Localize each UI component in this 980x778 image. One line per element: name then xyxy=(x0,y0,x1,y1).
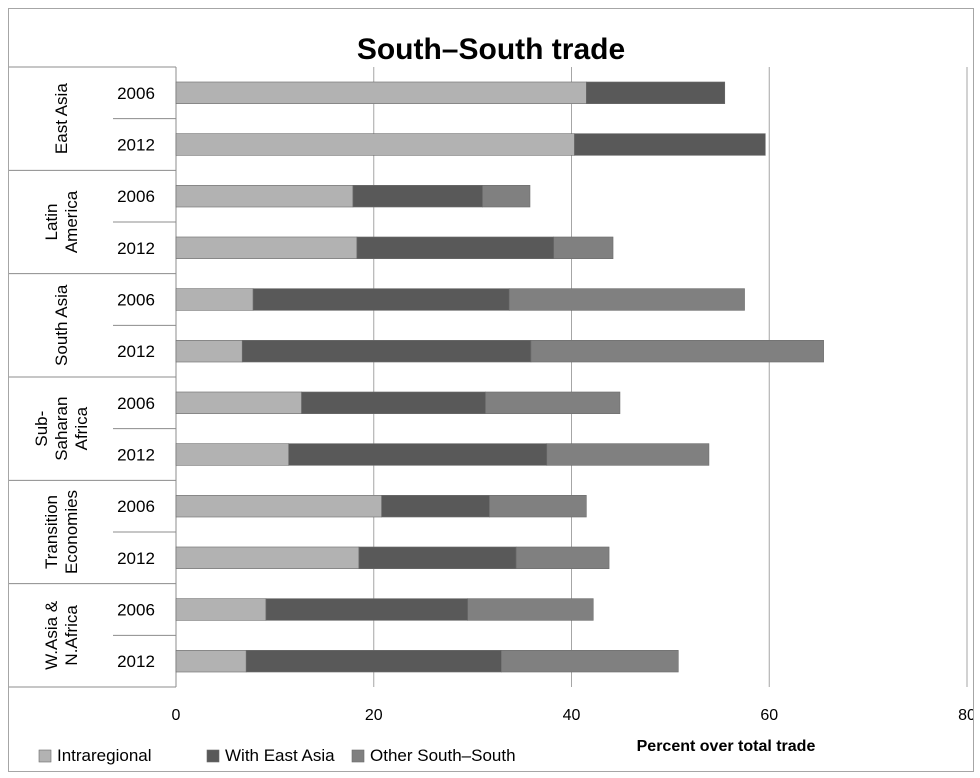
bar-segment-intraregional xyxy=(175,495,382,518)
x-tick-label: 20 xyxy=(365,707,383,724)
bar-segment-intraregional xyxy=(175,340,243,363)
group-label: East Asia xyxy=(52,83,71,154)
year-label: 2006 xyxy=(117,394,155,413)
group-label-line: South Asia xyxy=(52,284,71,366)
bar-segment-with-east-asia xyxy=(301,391,486,414)
axes xyxy=(9,66,177,688)
bar-segment-with-east-asia xyxy=(245,650,502,673)
bar-segment-other-south-south xyxy=(485,391,621,414)
legend: Intraregional With East Asia Other South–S… xyxy=(38,746,516,765)
group-label-line: N.Africa xyxy=(62,605,81,666)
legend-swatch xyxy=(38,749,52,763)
bar-segment-with-east-asia xyxy=(265,598,468,621)
bar-segment-intraregional xyxy=(175,236,358,259)
gridlines xyxy=(373,67,968,687)
bars xyxy=(175,81,824,673)
bar-segment-intraregional xyxy=(175,391,302,414)
year-label: 2006 xyxy=(117,601,155,620)
category-labels: 2006 2012 2006 2012 2006 2012 2006 2012 2006 2012… xyxy=(32,83,155,671)
bar-segment-intraregional xyxy=(175,598,267,621)
bar-segment-with-east-asia xyxy=(381,495,490,518)
legend-label: Intraregional xyxy=(57,746,152,765)
group-label: Sub-SaharanAfrica xyxy=(32,397,91,461)
legend-label: Other South–South xyxy=(370,746,516,765)
bar-segment-other-south-south xyxy=(482,185,531,208)
year-label: 2012 xyxy=(117,652,155,671)
bar-segment-intraregional xyxy=(175,443,290,466)
group-label-line: Saharan xyxy=(52,397,71,461)
chart-title: South–South trade xyxy=(357,33,625,66)
group-label: W.Asia &N.Africa xyxy=(42,600,81,670)
group-label-line: East Asia xyxy=(52,83,71,154)
bar-segment-other-south-south xyxy=(508,288,745,311)
bar-segment-other-south-south xyxy=(500,650,679,673)
legend-label: With East Asia xyxy=(225,746,335,765)
bar-segment-with-east-asia xyxy=(586,81,726,104)
bar-segment-with-east-asia xyxy=(252,288,510,311)
group-label-line: Transition xyxy=(42,495,61,569)
year-label: 2012 xyxy=(117,136,155,155)
year-label: 2006 xyxy=(117,84,155,103)
bar-segment-with-east-asia xyxy=(352,185,483,208)
group-label: TransitionEconomies xyxy=(42,490,81,574)
x-tick-label: 40 xyxy=(563,707,581,724)
bar-segment-with-east-asia xyxy=(356,236,555,259)
bar-segment-other-south-south xyxy=(553,236,614,259)
bar-segment-intraregional xyxy=(175,650,247,673)
bar-segment-other-south-south xyxy=(530,340,824,363)
chart-svg: South–South trade 2006201220062012200620… xyxy=(9,33,973,765)
group-label-line: Africa xyxy=(72,406,91,450)
year-label: 2012 xyxy=(117,549,155,568)
year-label: 2012 xyxy=(117,239,155,258)
group-label-line: Latin xyxy=(42,204,61,241)
year-label: 2012 xyxy=(117,446,155,465)
x-tick-label: 80 xyxy=(958,707,973,724)
bar-segment-intraregional xyxy=(175,81,587,104)
x-tick-label: 60 xyxy=(760,707,778,724)
year-label: 2006 xyxy=(117,187,155,206)
bar-segment-other-south-south xyxy=(467,598,594,621)
group-label-line: Economies xyxy=(62,490,81,574)
year-label: 2006 xyxy=(117,497,155,516)
bar-segment-with-east-asia xyxy=(288,443,548,466)
x-tick-label: 0 xyxy=(172,707,181,724)
bar-segment-with-east-asia xyxy=(241,340,532,363)
bar-segment-other-south-south xyxy=(515,546,610,569)
legend-swatch xyxy=(206,749,220,763)
group-label-line: Sub- xyxy=(32,411,51,447)
bar-segment-intraregional xyxy=(175,288,254,311)
bar-segment-intraregional xyxy=(175,133,575,156)
group-label-line: W.Asia & xyxy=(42,600,61,670)
bar-segment-with-east-asia xyxy=(358,546,517,569)
legend-swatch xyxy=(351,749,365,763)
x-axis-label: Percent over total trade xyxy=(637,738,816,755)
group-label: LatinAmerica xyxy=(42,190,81,253)
bar-segment-other-south-south xyxy=(546,443,710,466)
group-label-line: America xyxy=(62,190,81,253)
bar-segment-other-south-south xyxy=(489,495,587,518)
group-label: South Asia xyxy=(52,284,71,366)
bar-segment-intraregional xyxy=(175,546,360,569)
chart-frame: South–South trade 2006 2012 2006 2012 2006 20… xyxy=(8,8,974,772)
year-label: 2012 xyxy=(117,342,155,361)
bar-segment-with-east-asia xyxy=(574,133,766,156)
year-label: 2006 xyxy=(117,291,155,310)
bar-segment-intraregional xyxy=(175,185,354,208)
x-tick-labels: 0 20 40 60 80 xyxy=(172,707,973,724)
